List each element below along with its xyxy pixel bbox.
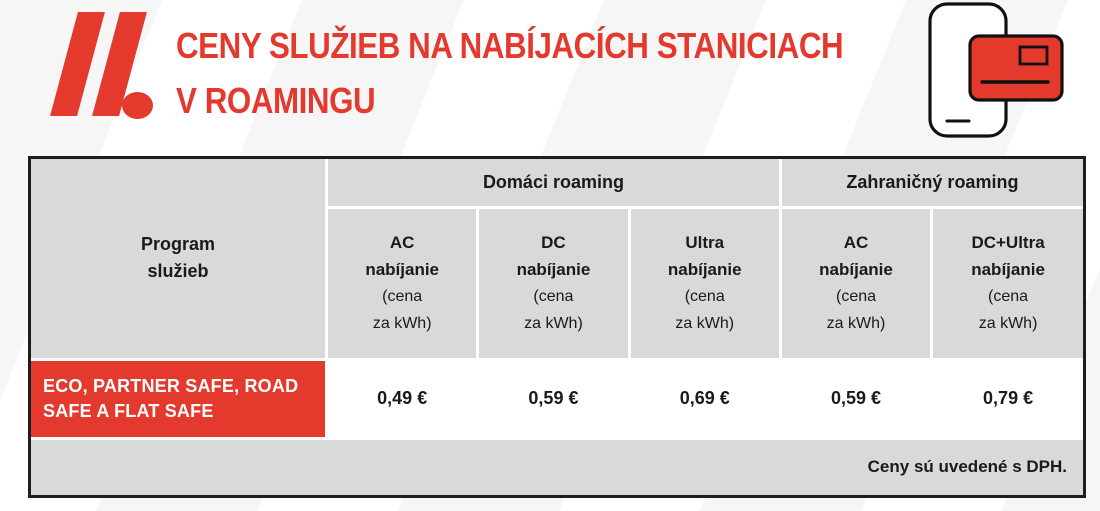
program-name-cell: ECO, PARTNER SAFE, ROAD SAFE A FLAT SAFE [31,357,329,440]
pricing-table: Program služieb Domáci roaming Zahraničn… [28,156,1086,498]
numeral-dot [122,92,153,119]
group-header-domestic-roaming: Domáci roaming [325,159,782,209]
column-header-ultra-domestic: Ultra nabíjanie (cena za kWh) [627,205,782,361]
price-cell-dc-domestic: 0,59 € [476,357,631,440]
price-cell-ac-foreign: 0,59 € [778,357,934,440]
table-row: ECO, PARTNER SAFE, ROAD SAFE A FLAT SAFE… [31,357,1083,440]
price-cell-ac-domestic: 0,49 € [325,357,480,440]
page-header: CENY SLUŽIEB NA NABÍJACÍCH STANICIACH V … [0,0,1100,150]
page-title-line1: CENY SLUŽIEB NA NABÍJACÍCH STANICIACH [176,25,844,66]
column-header-program: Program služieb [31,159,329,361]
price-cell-dc-ultra-foreign: 0,79 € [930,357,1083,440]
column-header-dc-domestic: DC nabíjanie (cena za kWh) [476,205,631,361]
vat-footer-note: Ceny sú uvedené s DPH. [31,436,1083,495]
price-cell-ultra-domestic: 0,69 € [627,357,782,440]
card-chip-icon [1018,45,1049,66]
column-header-ac-domestic: AC nabíjanie (cena za kWh) [325,205,480,361]
column-header-dc-ultra-foreign: DC+Ultra nabíjanie (cena za kWh) [930,205,1083,361]
page-title-line2: V ROAMINGU [176,80,376,121]
phone-with-credit-card-icon [920,0,1070,150]
credit-card-icon [968,34,1064,102]
group-header-foreign-roaming: Zahraničný roaming [778,159,1083,209]
page-title: CENY SLUŽIEB NA NABÍJACÍCH STANICIACH V … [176,18,943,128]
column-header-ac-foreign: AC nabíjanie (cena za kWh) [778,205,934,361]
section-numeral-II [50,12,170,124]
program-header-line1: Program [141,234,216,255]
program-header-line2: služieb [147,261,209,282]
